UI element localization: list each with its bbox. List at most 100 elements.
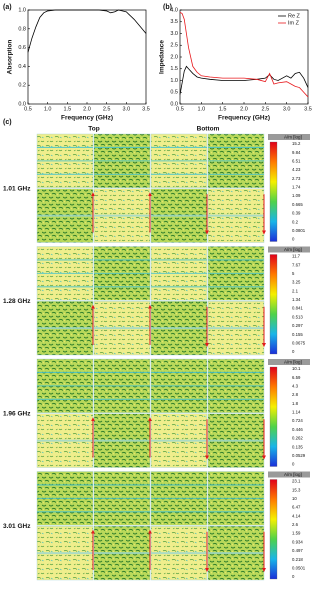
x-tick-label: 2.5 xyxy=(262,106,270,112)
colorbar-label: 0.155 xyxy=(292,332,303,337)
frequency-label: 1.01 GHz xyxy=(3,185,31,192)
frequency-label: 3.01 GHz xyxy=(3,523,31,530)
colorbar-label: 1.74 xyxy=(292,185,301,190)
y-tick-label: 0.0 xyxy=(18,101,26,107)
y-tick-label: 1.0 xyxy=(170,78,178,84)
colorbar-label: 0 xyxy=(292,349,295,354)
x-tick-label: 1.5 xyxy=(64,106,72,112)
colorbar-label: 0.497 xyxy=(292,548,303,553)
x-tick-label: 2.0 xyxy=(240,106,248,112)
colorbar-label: 10.1 xyxy=(292,366,301,371)
colorbar-label: 23.1 xyxy=(292,479,301,484)
plot-frame xyxy=(27,9,147,105)
y-tick-label: 2.0 xyxy=(170,54,178,60)
colorbar-label: 0.446 xyxy=(292,427,303,432)
colorbar-label: 1.09 xyxy=(292,193,301,198)
colorbar-label: 0.218 xyxy=(292,557,303,562)
panel-label: (b) xyxy=(163,4,172,11)
colorbar-title: A/m [log] xyxy=(284,134,302,139)
colorbar-label: 0 xyxy=(292,574,295,579)
x-tick-label: 2.0 xyxy=(83,106,91,112)
colorbar-label: 0.39 xyxy=(292,211,301,216)
colorbar-label: 1.8 xyxy=(292,401,299,406)
colorbar-label: 1.34 xyxy=(292,297,301,302)
colorbar-label: 0.0529 xyxy=(292,453,306,458)
colorbar-label: 0.135 xyxy=(292,444,303,449)
y-tick-label: 0.8 xyxy=(18,26,26,32)
colorbar xyxy=(269,254,278,355)
colorbar-title: A/m [log] xyxy=(284,472,302,477)
colorbar-label: 1.14 xyxy=(292,410,301,415)
colorbar-label: 4.14 xyxy=(292,513,301,518)
series-line xyxy=(27,9,147,53)
y-tick-label: 3.5 xyxy=(170,19,178,25)
colorbar-label: 2.6 xyxy=(292,522,299,527)
x-tick-label: 3.0 xyxy=(123,106,131,112)
colorbar-label: 0.665 xyxy=(292,202,303,207)
colorbar-label: 15.3 xyxy=(292,487,301,492)
x-tick-label: 3.5 xyxy=(304,106,312,112)
panel-label: (c) xyxy=(3,119,12,126)
x-tick-label: 2.5 xyxy=(103,106,111,112)
colorbar-label: 0.724 xyxy=(292,418,303,423)
colorbar-label: 11.7 xyxy=(292,254,301,259)
colorbar-label: 0.513 xyxy=(292,314,303,319)
colorbar-label: 0.0675 xyxy=(292,340,306,345)
colorbar-label: 9.84 xyxy=(292,150,301,155)
colorbar-label: 1.59 xyxy=(292,531,301,536)
colorbar-label: 0 xyxy=(292,462,295,467)
colorbar-label: 0.262 xyxy=(292,436,303,441)
colorbar-label: 5 xyxy=(292,271,295,276)
colorbar-label: 6.59 xyxy=(292,375,301,380)
colorbar-label: 0.841 xyxy=(292,306,303,311)
colorbar-label: 2.8 xyxy=(292,392,299,397)
y-axis-label: Absorption xyxy=(7,40,14,75)
y-tick-label: 1.5 xyxy=(170,66,178,72)
colorbar-label: 4.3 xyxy=(292,384,299,389)
colorbar-label: 0.934 xyxy=(292,539,303,544)
panel-label: (a) xyxy=(3,4,12,11)
series-line xyxy=(179,11,309,98)
x-axis-label: Frequency (GHz) xyxy=(61,115,113,122)
colorbar-label: 6.47 xyxy=(292,505,301,510)
y-axis-label: Impedance xyxy=(159,40,166,74)
colorbar-label: 4.23 xyxy=(292,167,301,172)
y-tick-label: 0.0 xyxy=(170,101,178,107)
y-tick-label: 3.0 xyxy=(170,31,178,37)
x-tick-label: 0.5 xyxy=(24,106,32,112)
x-tick-label: 0.5 xyxy=(176,106,184,112)
column-header: Top xyxy=(88,126,99,133)
x-tick-label: 1.5 xyxy=(219,106,227,112)
x-axis-label: Frequency (GHz) xyxy=(218,115,270,122)
x-tick-label: 1.0 xyxy=(198,106,206,112)
y-tick-label: 0.2 xyxy=(18,83,26,89)
colorbar-header xyxy=(268,471,310,478)
x-tick-label: 3.0 xyxy=(283,106,291,112)
colorbar-label: 10 xyxy=(292,496,297,501)
colorbar xyxy=(269,366,278,467)
colorbar-label: 0.0801 xyxy=(292,228,306,233)
y-tick-label: 2.5 xyxy=(170,43,178,49)
colorbar-label: 15.2 xyxy=(292,141,301,146)
colorbar-header xyxy=(268,359,310,365)
figure: (a) 0.0 0.2 0.4 0.6 0.8 1.0 0.5 1.0 1.5 2.0 2.5 3.0 3… xyxy=(3,4,312,581)
colorbar-label: 2.73 xyxy=(292,176,301,181)
colorbar-label: 7.67 xyxy=(292,262,301,267)
y-tick-label: 0.6 xyxy=(18,45,26,51)
y-tick-label: 0.4 xyxy=(18,64,26,70)
colorbar xyxy=(269,479,278,580)
y-tick-label: 1.0 xyxy=(18,7,26,13)
colorbar-header xyxy=(268,134,310,140)
colorbar-title: A/m [log] xyxy=(284,247,302,252)
y-tick-label: 0.5 xyxy=(170,90,178,96)
x-tick-label: 1.0 xyxy=(44,106,52,112)
frequency-label: 1.28 GHz xyxy=(3,298,31,305)
colorbar-title: A/m [log] xyxy=(284,359,302,364)
colorbar-label: 3.25 xyxy=(292,280,301,285)
series-line xyxy=(179,65,309,95)
colorbar-label: 0 xyxy=(292,237,295,242)
colorbar xyxy=(269,141,278,242)
y-tick-label: 4.0 xyxy=(170,7,178,13)
frequency-label: 1.96 GHz xyxy=(3,410,31,417)
legend-label: Im Z xyxy=(288,20,300,26)
